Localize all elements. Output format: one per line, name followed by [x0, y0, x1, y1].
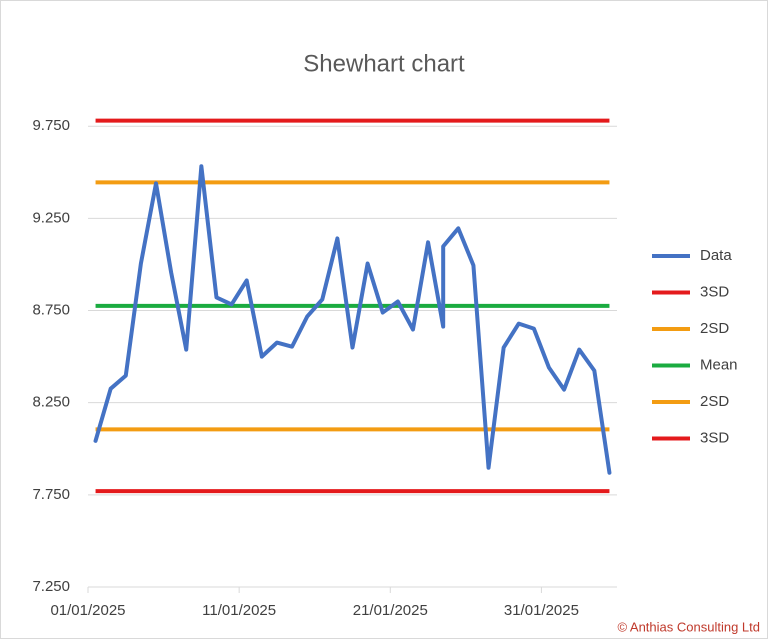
legend-label: Data: [700, 247, 732, 264]
x-tick-label: 21/01/2025: [353, 602, 428, 619]
credit: © Anthias Consulting Ltd: [617, 619, 760, 634]
y-tick-label: 7.250: [32, 578, 70, 595]
y-tick-label: 8.750: [32, 301, 70, 318]
x-tick-label: 01/01/2025: [50, 602, 125, 619]
data-line: [93, 164, 612, 475]
chart-title: Shewhart chart: [303, 50, 465, 77]
legend-label: 3SD: [700, 283, 729, 300]
y-tick-label: 8.250: [32, 394, 70, 411]
x-tick-label: 31/01/2025: [504, 602, 579, 619]
legend-label: Mean: [700, 356, 738, 373]
y-tick-label: 9.250: [32, 209, 70, 226]
legend-label: 2SD: [700, 320, 729, 337]
legend-label: 2SD: [700, 393, 729, 410]
x-tick-label: 11/01/2025: [202, 602, 276, 619]
legend-label: 3SD: [700, 429, 729, 446]
y-tick-label: 9.750: [32, 117, 70, 134]
y-tick-label: 7.750: [32, 486, 70, 503]
